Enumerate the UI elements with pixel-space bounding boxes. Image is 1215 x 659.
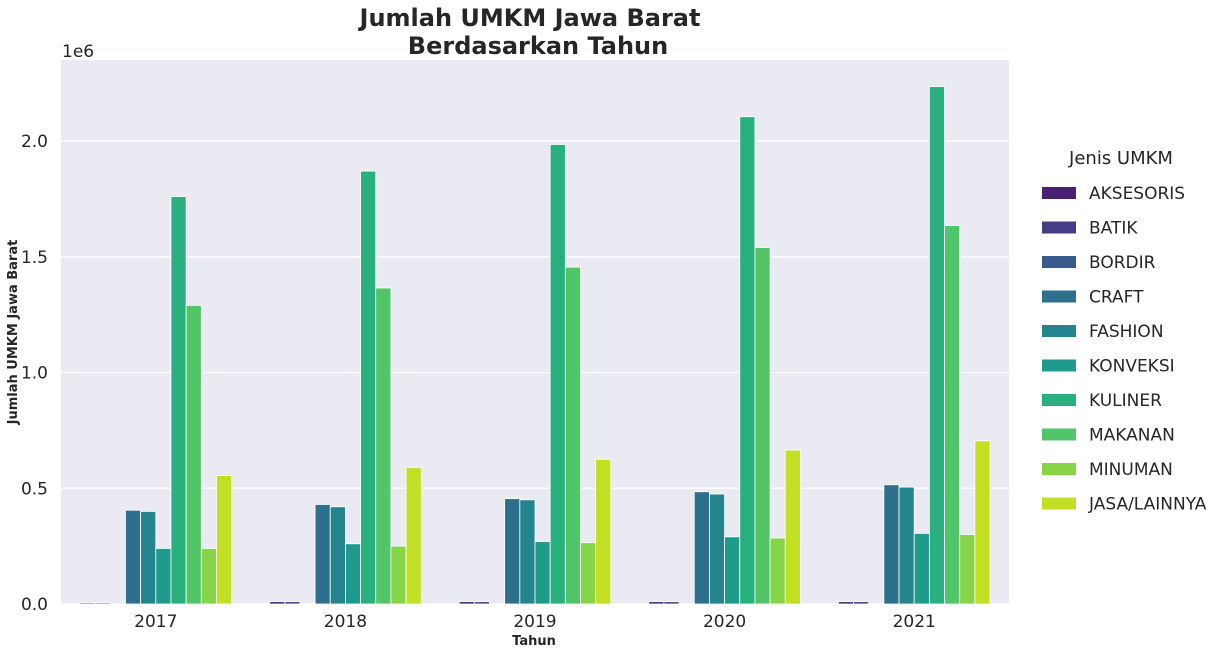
- y-tick-label: 0.5: [21, 479, 48, 499]
- bar-kuliner-2019: [549, 144, 566, 605]
- legend-label: MINUMAN: [1089, 460, 1173, 480]
- legend-label: FASHION: [1089, 322, 1164, 342]
- legend-title: Jenis UMKM: [1068, 148, 1173, 169]
- bar-fashion-2021: [898, 486, 915, 605]
- bar-jasa-lainnya-2017: [216, 475, 233, 605]
- x-tick-label: 2019: [513, 612, 556, 632]
- bar-konveksi-2021: [913, 532, 930, 605]
- bar-aksesoris-2021: [837, 601, 854, 605]
- bar-jasa-lainnya-2018: [405, 467, 422, 605]
- bar-minuman-2020: [769, 537, 786, 605]
- bar-fashion-2018: [329, 506, 346, 605]
- bar-kuliner-2021: [928, 86, 945, 605]
- legend-label: CRAFT: [1089, 288, 1144, 308]
- bar-minuman-2017: [200, 548, 217, 605]
- bar-konveksi-2018: [344, 543, 361, 605]
- bar-konveksi-2017: [155, 548, 172, 605]
- bar-craft-2021: [883, 484, 900, 605]
- bar-minuman-2019: [580, 542, 597, 605]
- legend-swatch: [1042, 497, 1076, 510]
- x-axis-label: Tahun: [512, 634, 556, 649]
- bar-batik-2017: [94, 602, 111, 605]
- y-tick-label: 2.0: [21, 132, 48, 152]
- bar-batik-2021: [853, 601, 870, 605]
- legend-swatch: [1042, 221, 1076, 234]
- bar-jasa-lainnya-2019: [595, 458, 612, 605]
- legend-label: BORDIR: [1089, 253, 1156, 273]
- bar-batik-2019: [473, 601, 490, 605]
- legend-swatch: [1042, 290, 1076, 303]
- bar-craft-2020: [693, 491, 710, 605]
- legend-label: BATIK: [1089, 219, 1138, 239]
- bar-batik-2020: [663, 601, 680, 605]
- legend-label: KONVEKSI: [1089, 357, 1175, 377]
- bar-kuliner-2017: [170, 196, 187, 605]
- legend-swatch: [1042, 325, 1076, 337]
- bar-fashion-2019: [519, 499, 536, 605]
- legend-swatch: [1042, 463, 1076, 475]
- y-axis-label: Jumlah UMKM Jawa Barat: [6, 240, 21, 426]
- x-tick-label: 2021: [893, 612, 936, 632]
- bar-makanan-2021: [944, 225, 961, 605]
- bar-fashion-2020: [709, 493, 726, 605]
- chart-title-line-2: Berdasarkan Tahun: [408, 32, 668, 60]
- bar-konveksi-2019: [534, 541, 551, 605]
- x-tick-label: 2018: [324, 612, 367, 632]
- bar-aksesoris-2019: [458, 601, 475, 605]
- bar-aksesoris-2018: [269, 601, 286, 605]
- legend-swatch: [1042, 359, 1076, 372]
- y-tick-label: 1.5: [21, 248, 48, 268]
- bar-jasa-lainnya-2021: [974, 440, 991, 605]
- bar-aksesoris-2017: [79, 602, 96, 605]
- bar-kuliner-2018: [360, 170, 377, 605]
- y-offset-label: 1e6: [62, 42, 94, 62]
- bar-aksesoris-2020: [648, 601, 665, 605]
- bar-jasa-lainnya-2020: [784, 449, 801, 605]
- legend-label: AKSESORIS: [1089, 184, 1185, 204]
- legend-label: KULINER: [1089, 391, 1162, 411]
- bar-kuliner-2020: [739, 116, 756, 605]
- bar-fashion-2017: [140, 511, 157, 605]
- chart-title-line-1: Jumlah UMKM Jawa Barat: [358, 4, 701, 32]
- bar-minuman-2021: [959, 534, 976, 605]
- bar-craft-2017: [125, 509, 142, 605]
- y-tick-label: 0.0: [21, 595, 48, 615]
- bar-craft-2019: [504, 498, 521, 605]
- y-tick-label: 1.0: [21, 364, 48, 384]
- bar-minuman-2018: [390, 545, 407, 605]
- legend-swatch: [1042, 394, 1076, 406]
- bar-makanan-2017: [185, 304, 202, 605]
- legend-swatch: [1042, 256, 1076, 268]
- x-tick-label: 2017: [134, 612, 177, 632]
- legend-label: JASA/LAINNYA: [1088, 495, 1207, 515]
- x-tick-label: 2020: [703, 612, 746, 632]
- bar-makanan-2019: [564, 266, 581, 605]
- legend-swatch: [1042, 428, 1076, 441]
- bar-makanan-2020: [754, 247, 771, 605]
- legend-label: MAKANAN: [1089, 426, 1175, 446]
- bar-konveksi-2020: [724, 536, 741, 605]
- bar-makanan-2018: [375, 287, 392, 605]
- legend-swatch: [1042, 187, 1076, 199]
- bar-batik-2018: [284, 601, 301, 605]
- bar-craft-2018: [314, 504, 331, 605]
